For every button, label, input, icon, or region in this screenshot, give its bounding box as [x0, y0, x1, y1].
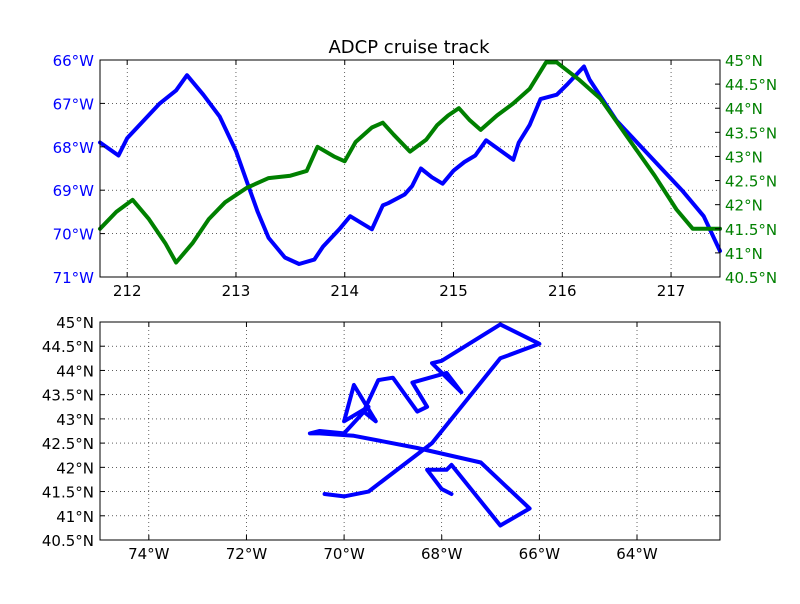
x-tick-label: 74°W — [128, 545, 170, 563]
right-y-tick-label: 40.5°N — [725, 269, 777, 287]
left-y-tick-label: 66°W — [53, 52, 95, 70]
right-y-tick-label: 41.5°N — [725, 221, 777, 239]
x-tick-label: 66°W — [519, 545, 561, 563]
y-tick-label: 42°N — [56, 459, 94, 477]
left-y-tick-label: 70°W — [53, 226, 95, 244]
y-tick-label: 45°N — [56, 314, 94, 332]
x-tick-label: 213 — [222, 282, 251, 300]
right-y-tick-label: 44°N — [725, 100, 763, 118]
x-tick-label: 216 — [548, 282, 577, 300]
y-tick-label: 42.5°N — [42, 435, 94, 453]
longitude-series-line — [98, 64, 722, 266]
y-tick-label: 43°N — [56, 411, 94, 429]
x-tick-label: 215 — [439, 282, 468, 300]
y-tick-label: 43.5°N — [42, 387, 94, 405]
y-tick-label: 41.5°N — [42, 484, 94, 502]
right-y-tick-label: 43.5°N — [725, 124, 777, 142]
x-tick-label: 214 — [330, 282, 359, 300]
left-y-tick-label: 69°W — [53, 182, 95, 200]
x-tick-label: 64°W — [616, 545, 658, 563]
x-tick-label: 70°W — [323, 545, 365, 563]
y-tick-label: 40.5°N — [42, 532, 94, 550]
top-axes-frame — [99, 59, 721, 278]
bottom-axes-frame — [99, 321, 721, 541]
top-panel: 212 213 214 215 216 217 66°W 67°W 68°W 69°W 70°W 71… — [53, 52, 778, 300]
bottom-panel: 74°W 72°W 70°W 68°W 66°W 64°W 45°N 44.5°N 44°N 43… — [42, 314, 721, 563]
y-tick-label: 44.5°N — [42, 338, 94, 356]
left-y-tick-label: 67°W — [53, 95, 95, 113]
right-y-tick-label: 42.5°N — [725, 173, 777, 191]
x-tick-label: 68°W — [421, 545, 463, 563]
x-tick-label: 217 — [657, 282, 686, 300]
right-y-tick-label: 42°N — [725, 197, 763, 215]
cruise-track-line — [307, 322, 542, 528]
chart-title: ADCP cruise track — [328, 37, 490, 58]
x-tick-label: 212 — [113, 282, 142, 300]
right-y-tick-label: 43°N — [725, 148, 763, 166]
right-y-tick-label: 45°N — [725, 52, 763, 70]
left-y-tick-label: 68°W — [53, 139, 95, 157]
left-y-tick-label: 71°W — [53, 269, 95, 287]
y-tick-label: 44°N — [56, 362, 94, 380]
right-y-tick-label: 44.5°N — [725, 76, 777, 94]
x-tick-label: 72°W — [226, 545, 268, 563]
latitude-series-line — [98, 60, 722, 265]
right-y-tick-label: 41°N — [725, 245, 763, 263]
y-tick-label: 41°N — [56, 508, 94, 526]
